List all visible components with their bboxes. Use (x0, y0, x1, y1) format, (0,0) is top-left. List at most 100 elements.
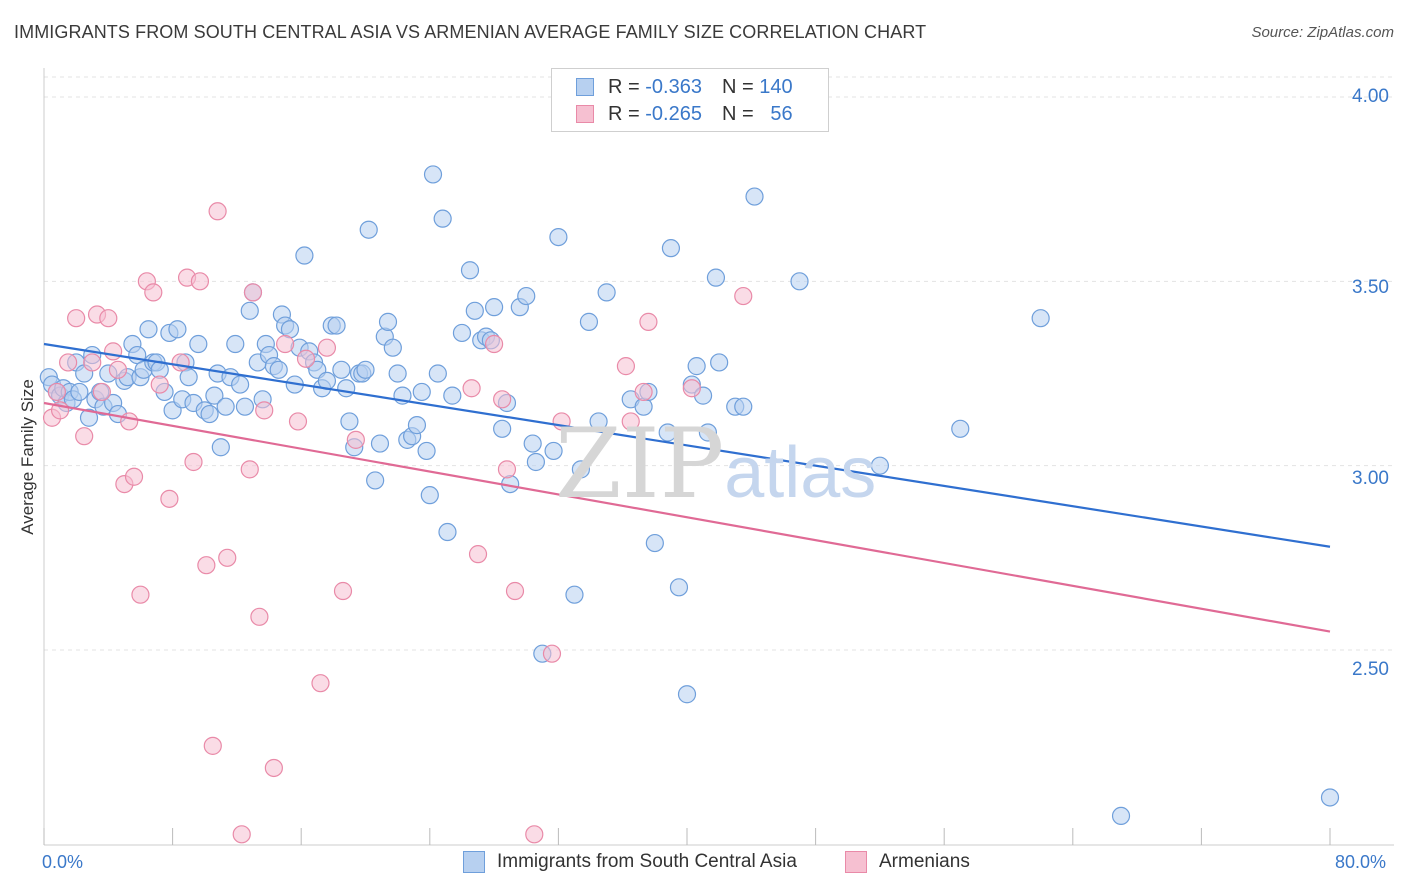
legend-n-label: N = (721, 102, 754, 125)
scatter-point (144, 283, 163, 302)
chart-title: IMMIGRANTS FROM SOUTH CENTRAL ASIA VS AR… (14, 22, 927, 42)
scatter-point (505, 581, 525, 601)
scatter-point (634, 382, 653, 402)
scatter-point (295, 246, 314, 265)
scatter-point (232, 825, 251, 844)
scatter-point (235, 397, 255, 416)
scatter-point (205, 386, 224, 405)
scatter-point (269, 360, 288, 379)
scatter-point (790, 272, 809, 291)
scatter-point (407, 416, 427, 435)
scatter-point (669, 578, 689, 597)
legend-r-value: -0.265 (645, 102, 702, 125)
scatter-point (1031, 309, 1050, 328)
legend-row-pink: R = -0.265 N = 56 (576, 102, 793, 126)
scatter-point (525, 825, 544, 844)
y-tick-label-2-5: 2.50 (1352, 659, 1389, 680)
scatter-point (366, 471, 385, 490)
scatter-point (240, 460, 259, 479)
scatter-point (412, 382, 431, 402)
scatter-point (682, 379, 701, 398)
scatter-point (356, 360, 375, 379)
scatter-point (870, 456, 890, 475)
scatter-point (337, 379, 356, 398)
scatter-point (698, 423, 717, 442)
scatter-point (526, 452, 545, 472)
scatter-point (99, 309, 118, 328)
scatter-point (544, 441, 563, 461)
scatter-point (579, 312, 599, 331)
scatter-point (523, 434, 542, 453)
scatter-point (517, 286, 536, 306)
scatter-point (621, 412, 640, 431)
scatter-point (108, 360, 128, 379)
legend-r-value: -0.363 (645, 75, 702, 98)
scatter-point (327, 316, 346, 335)
legend-swatch-blue (576, 78, 594, 96)
scatter-point (465, 301, 484, 320)
scatter-point (1320, 788, 1340, 807)
scatter-point (59, 353, 78, 372)
scatter-point (83, 353, 102, 372)
legend-n-value: 140 (759, 75, 793, 98)
scatter-point (168, 320, 187, 339)
scatter-point (131, 585, 150, 604)
scatter-point (383, 338, 402, 357)
scatter-point (150, 375, 169, 394)
y-tick-label-3: 3.00 (1352, 468, 1389, 489)
scatter-point (171, 353, 190, 372)
scatter-point (317, 338, 337, 357)
bottom-legend-swatch-blue (463, 851, 485, 873)
scatter-point (197, 556, 216, 575)
scatter-point (542, 644, 562, 663)
scatter-point (333, 581, 353, 601)
scatter-point (565, 585, 584, 604)
scatter-point (388, 364, 407, 383)
bottom-legend-label-blue: Immigrants from South Central Asia (497, 851, 797, 872)
scatter-point (370, 434, 390, 453)
scatter-point (104, 342, 123, 361)
legend-n-value: 56 (770, 102, 793, 125)
scatter-point (243, 283, 263, 302)
scatter-point (184, 452, 203, 472)
scatter-point (734, 286, 753, 306)
scatter-point (443, 386, 462, 405)
series-blue-points (39, 165, 1340, 826)
scatter-point (218, 548, 237, 567)
scatter-point (658, 423, 677, 442)
trend-lines (43, 342, 1331, 633)
legend-n-label: N = (721, 75, 754, 98)
scatter-point (190, 272, 210, 291)
scatter-point (311, 674, 330, 693)
scatter-point (340, 412, 359, 431)
legend-swatch-pink (576, 105, 594, 123)
scatter-point (200, 404, 219, 424)
scatter-point (485, 334, 504, 354)
scatter-point (420, 486, 439, 505)
scatter-point (428, 364, 447, 383)
scatter-point (288, 412, 308, 431)
scatter-point (67, 309, 86, 328)
scatter-point (120, 412, 139, 431)
legend-r-label: R = (608, 102, 640, 125)
scatter-point (497, 460, 517, 479)
correlation-legend: R = -0.363 N = 140 R = -0.265 N = 56 (551, 68, 829, 132)
scatter-point (485, 298, 504, 317)
scatter-point (745, 187, 764, 206)
scatter-point (423, 165, 443, 184)
scatter-point (79, 408, 99, 427)
y-tick-label-3-5: 3.50 (1352, 277, 1389, 298)
bottom-legend-blue: Immigrants from South Central Asia (463, 851, 797, 873)
scatter-point (616, 357, 636, 376)
scatter-point (639, 312, 658, 331)
series-pink-points (42, 202, 753, 844)
scatter-point (734, 397, 753, 416)
scatter-point (571, 460, 591, 479)
scatter-point (240, 301, 259, 320)
scatter-point (208, 202, 227, 221)
scatter-point (706, 268, 726, 287)
scatter-point (189, 334, 208, 354)
trend-line-pink (43, 401, 1331, 633)
scatter-point (70, 382, 89, 402)
scatter-point (216, 397, 235, 416)
